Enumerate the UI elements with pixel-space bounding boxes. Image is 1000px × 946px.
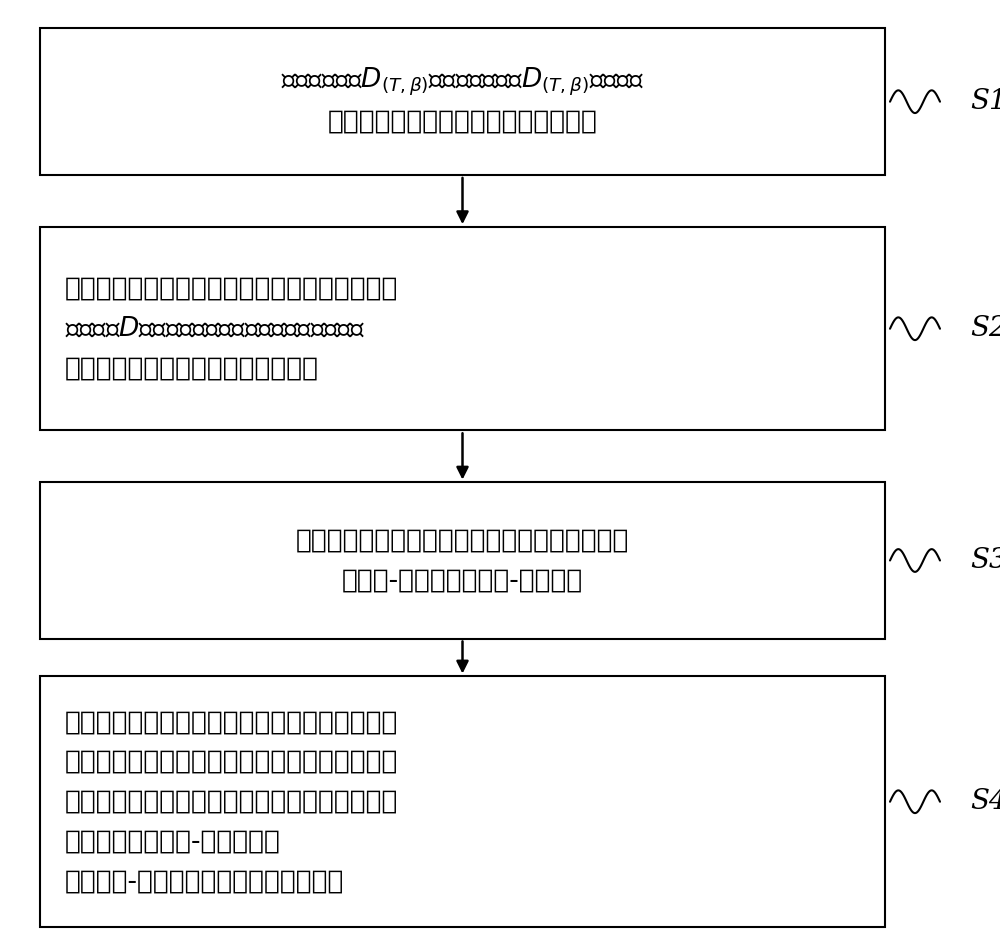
Text: 温度和层理角度对岩石受力性能的影响: 温度和层理角度对岩石受力性能的影响 — [328, 109, 597, 134]
Text: 定义用于表征载荷对岩石受力性能的影响的连续: 定义用于表征载荷对岩石受力性能的影响的连续 — [65, 276, 398, 302]
Text: S2: S2 — [970, 315, 1000, 342]
Text: 损伤变量$D$，建立在力的作用下岩石损伤的本构关: 损伤变量$D$，建立在力的作用下岩石损伤的本构关 — [65, 316, 365, 342]
Text: 系，以表征力对岩石受力性能的影响: 系，以表征力对岩石受力性能的影响 — [65, 356, 319, 381]
Text: S1: S1 — [970, 88, 1000, 115]
Text: ，以表征热力耦合条件共同作用对岩石受力性能: ，以表征热力耦合条件共同作用对岩石受力性能 — [65, 749, 398, 775]
Text: 建立热力耦合条件下层状岩石统计损伤本构模型: 建立热力耦合条件下层状岩石统计损伤本构模型 — [65, 710, 398, 735]
Text: 的影响，进而确定出岩石在三轴高温滲流耦合力: 的影响，进而确定出岩石在三轴高温滲流耦合力 — [65, 789, 398, 815]
Text: 石应力-应变的轴向应力-应变关系: 石应力-应变的轴向应力-应变关系 — [342, 568, 583, 593]
Bar — [40, 28, 885, 175]
Text: S4: S4 — [970, 788, 1000, 815]
Text: 试验条件下的应力-应变关系，: 试验条件下的应力-应变关系， — [65, 829, 281, 854]
Text: 所述应力-应变关系即岩石统计损伤关系: 所述应力-应变关系即岩石统计损伤关系 — [65, 868, 344, 894]
Bar — [40, 227, 885, 430]
Text: S3: S3 — [970, 547, 1000, 574]
Text: 定义损伤参数$D_{(T,\beta)}$，所述损伤参数$D_{(T,\beta)}$用于表征: 定义损伤参数$D_{(T,\beta)}$，所述损伤参数$D_{(T,\beta… — [281, 65, 644, 98]
Bar — [40, 676, 885, 927]
Text: 引入修正系数，并得到温度和层理角度作用下岩: 引入修正系数，并得到温度和层理角度作用下岩 — [296, 528, 629, 553]
Bar — [40, 482, 885, 639]
